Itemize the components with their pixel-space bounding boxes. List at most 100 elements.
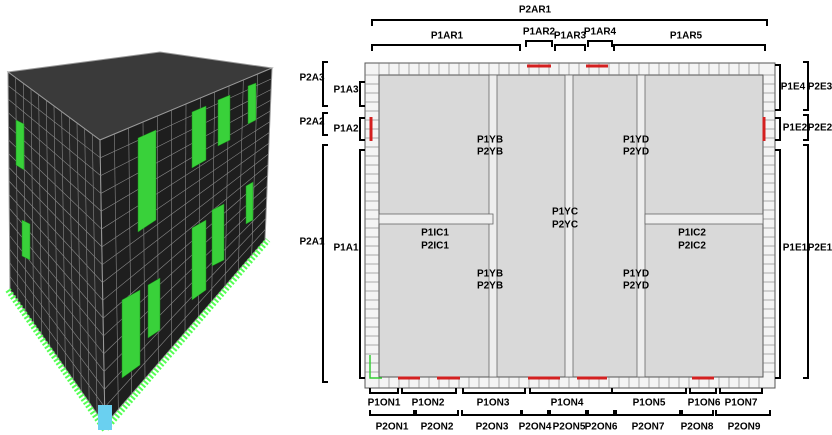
right-label: P2E1 xyxy=(808,243,832,254)
interior-label: P2YD xyxy=(623,281,649,292)
mesh-line xyxy=(101,121,270,230)
dimension-bracket xyxy=(803,61,809,111)
dimension-bracket xyxy=(615,410,681,416)
right-label: P2E2 xyxy=(808,123,832,134)
interior-label: P1IC2 xyxy=(678,228,706,239)
bottom-label: P2ON6 xyxy=(585,422,618,433)
top-label: P1AR4 xyxy=(584,27,617,38)
bottom-label: P1ON7 xyxy=(725,398,758,409)
left-label: P1A1 xyxy=(333,243,358,254)
wall xyxy=(488,74,498,378)
dimension-bracket xyxy=(775,117,781,141)
bottom-label: P1ON5 xyxy=(633,398,666,409)
dimension-bracket xyxy=(371,19,768,26)
dimension-bracket xyxy=(322,61,328,107)
mesh-line xyxy=(102,153,269,283)
dimension-bracket xyxy=(401,388,457,394)
mesh-line xyxy=(102,164,269,301)
mesh-line xyxy=(8,167,103,265)
dimension-bracket xyxy=(715,410,771,416)
dimension-bracket xyxy=(525,40,553,47)
dimension-bracket xyxy=(369,410,415,416)
top-label: P1AR2 xyxy=(523,27,556,38)
dimension-bracket xyxy=(587,40,613,47)
dimension-bracket xyxy=(415,410,459,416)
dimension-bracket xyxy=(369,388,399,394)
mesh-line xyxy=(100,99,271,194)
mesh-line xyxy=(102,175,268,319)
interior-label: P1YB xyxy=(477,135,503,146)
dimension-bracket xyxy=(529,388,613,394)
interior-label: P2YD xyxy=(623,147,649,158)
mesh-line xyxy=(9,276,105,408)
dimension-bracket xyxy=(803,144,809,379)
bottom-label: P1ON6 xyxy=(688,398,721,409)
mesh-line xyxy=(100,89,272,176)
wall xyxy=(378,213,494,225)
mesh-line xyxy=(9,248,105,372)
interior-label: P2YB xyxy=(477,281,503,292)
top-label: P1AR5 xyxy=(670,31,703,42)
bottom-label: P2ON3 xyxy=(476,422,509,433)
mesh-line xyxy=(7,85,101,159)
mesh-line xyxy=(102,143,270,265)
mesh-line xyxy=(8,194,104,301)
right-label: P2E3 xyxy=(808,82,832,93)
left-label: P2A2 xyxy=(299,117,324,128)
bottom-label: P2ON5 xyxy=(553,422,586,433)
interior-label: P2YB xyxy=(477,147,503,158)
bottom-label: P2ON7 xyxy=(632,422,665,433)
bottom-label: P2ON1 xyxy=(376,422,409,433)
bottom-label: P2ON8 xyxy=(681,422,714,433)
dimension-bracket xyxy=(521,410,549,416)
top-label: P1AR3 xyxy=(554,31,587,42)
mesh-line xyxy=(101,110,271,212)
mesh-line xyxy=(104,229,266,408)
bottom-label: P1ON2 xyxy=(412,398,445,409)
dimension-bracket xyxy=(359,149,365,379)
right-label: P1E4 xyxy=(781,82,806,93)
bottom-label: P2ON2 xyxy=(421,422,454,433)
dimension-bracket xyxy=(549,410,587,416)
mesh-line xyxy=(9,262,105,390)
bottom-label: P2ON9 xyxy=(728,422,761,433)
dimension-bracket xyxy=(689,388,717,394)
mesh-line xyxy=(101,132,270,248)
dimension-bracket xyxy=(681,410,714,416)
dimension-bracket xyxy=(359,117,365,141)
bottom-label: P2ON4 xyxy=(519,422,552,433)
dimension-bracket xyxy=(719,388,763,394)
dimension-bracket xyxy=(611,388,687,394)
dimension-bracket xyxy=(322,112,328,136)
dimension-bracket xyxy=(371,44,521,51)
interior-label: P2IC1 xyxy=(421,241,449,252)
interior-label: P2YC xyxy=(552,220,578,231)
wall xyxy=(644,213,764,225)
interior-label: P1YD xyxy=(623,135,649,146)
dimension-bracket xyxy=(775,149,781,379)
model-3d xyxy=(5,51,274,435)
left-label: P2A1 xyxy=(299,237,324,248)
wall xyxy=(636,74,646,378)
dimension-bracket xyxy=(587,410,615,416)
dimension-bracket xyxy=(613,44,766,51)
mesh-line xyxy=(100,78,272,159)
dimension-bracket xyxy=(554,44,586,51)
dimension-bracket xyxy=(775,64,781,111)
dimension-bracket xyxy=(462,388,526,394)
right-label: P1E1 xyxy=(783,243,808,254)
bottom-label: P1ON3 xyxy=(477,398,510,409)
interior-label: P1YB xyxy=(477,269,503,280)
interior-label: P2IC2 xyxy=(678,241,706,252)
right-label: P1E2 xyxy=(783,123,808,134)
dimension-bracket xyxy=(359,81,365,107)
bottom-label: P1ON1 xyxy=(368,398,401,409)
mesh-line xyxy=(8,153,103,248)
top-label: P2AR1 xyxy=(519,5,552,16)
left-label: P1A2 xyxy=(333,124,358,135)
bottom-label: P1ON4 xyxy=(551,398,584,409)
top-label: P1AR1 xyxy=(431,31,464,42)
interior-label: P1IC1 xyxy=(421,228,449,239)
dimension-bracket xyxy=(461,410,522,416)
